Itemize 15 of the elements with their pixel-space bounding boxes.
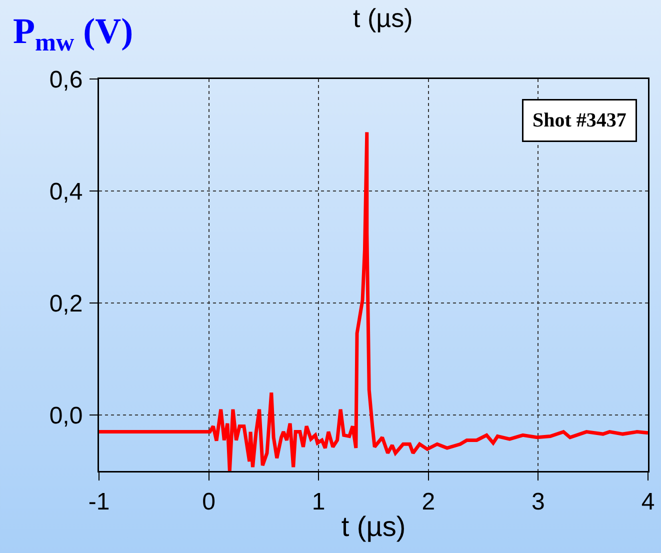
y-tick-label: 0,2: [49, 290, 83, 318]
y-axis-title: P$_{mw}$ (V): [13, 11, 134, 57]
x-tick-label: 3: [532, 488, 545, 516]
y-tick-label: 0,0: [49, 402, 83, 430]
y-tick-label: 0,6: [49, 66, 83, 94]
x-axis-title: t (µs): [341, 511, 406, 542]
y-tick-label: 0,4: [49, 178, 83, 206]
x-tick-label: 2: [422, 488, 436, 516]
x-tick-label: 0: [202, 488, 216, 516]
text: t (µs): [353, 3, 413, 33]
annotation: Shot #3437: [532, 110, 626, 132]
line-series: [99, 130, 648, 471]
x-tick-label: -1: [88, 488, 110, 516]
x-tick-label: 4: [641, 488, 655, 516]
x-tick-label: 1: [312, 488, 326, 516]
